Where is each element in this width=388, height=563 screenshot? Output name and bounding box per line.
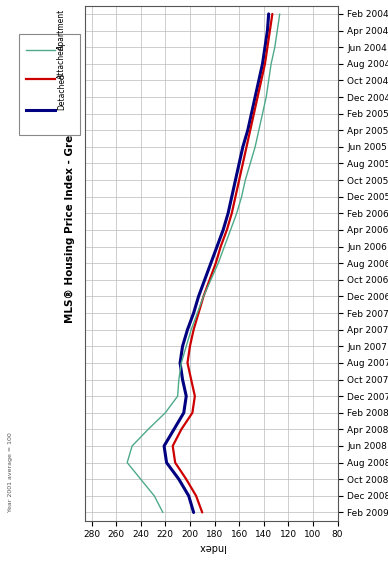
X-axis label: Index: Index	[198, 542, 225, 552]
Text: MLS® Housing Price Index - Greater Vancouver: MLS® Housing Price Index - Greater Vanco…	[65, 45, 75, 323]
Text: Year 2001 average = 100: Year 2001 average = 100	[8, 432, 13, 512]
Text: Apartment: Apartment	[57, 9, 66, 50]
FancyBboxPatch shape	[19, 34, 80, 135]
Text: 5 Year Trend: 5 Year Trend	[46, 45, 56, 119]
Text: Attached: Attached	[57, 44, 66, 79]
Text: Detached: Detached	[57, 74, 66, 110]
